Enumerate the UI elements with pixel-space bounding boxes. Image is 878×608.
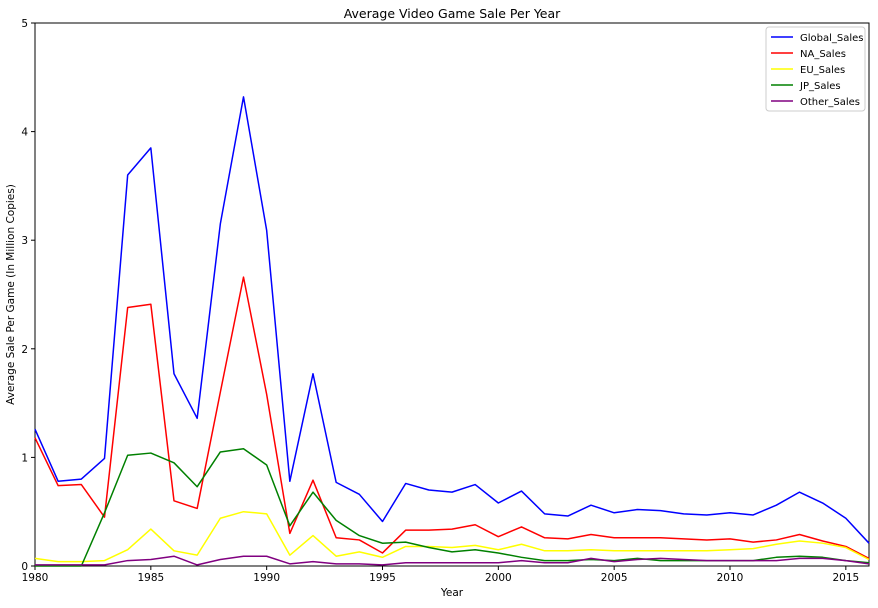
series-lines	[34, 96, 870, 567]
y-tick-label: 0	[21, 561, 28, 573]
y-tick-label: 4	[21, 127, 28, 139]
series-line-global-sales	[34, 96, 870, 544]
x-axis: 1980 1985 1990 1995 2000 2005 2010 2015	[22, 566, 859, 584]
series-line-na-sales	[34, 276, 870, 560]
y-tick-label: 2	[21, 344, 28, 356]
legend-label: JP_Sales	[799, 81, 841, 92]
y-axis: 0 1 2 3 4 5	[21, 18, 35, 573]
legend-box	[765, 26, 866, 112]
x-tick-label: 2005	[601, 572, 628, 584]
series-line-eu-sales	[34, 510, 870, 563]
x-tick-label: 2010	[717, 572, 744, 584]
x-tick-label: 1990	[253, 572, 280, 584]
legend-label: NA_Sales	[800, 49, 846, 60]
x-tick-label: 2015	[832, 572, 859, 584]
x-tick-label: 2000	[485, 572, 512, 584]
legend-label: EU_Sales	[800, 65, 845, 76]
x-tick-label: 1995	[369, 572, 396, 584]
x-tick-label: 1985	[137, 572, 164, 584]
legend-label: Other_Sales	[800, 97, 860, 108]
y-tick-label: 3	[21, 235, 28, 247]
x-axis-label: Year	[440, 587, 464, 599]
plot-border	[34, 22, 870, 567]
plot-area	[34, 22, 870, 567]
x-tick-label: 1980	[22, 572, 49, 584]
y-tick-label: 1	[21, 452, 28, 464]
y-axis-label: Average Sale Per Game (In Million Copies…	[5, 184, 17, 405]
chart-title: Average Video Game Sale Per Year	[344, 6, 561, 21]
legend-label: Global_Sales	[800, 33, 864, 44]
legend: Global_Sales NA_Sales EU_Sales JP_Sales Othe…	[765, 26, 866, 112]
series-line-other-sales	[35, 555, 870, 566]
y-tick-label: 5	[21, 18, 28, 30]
